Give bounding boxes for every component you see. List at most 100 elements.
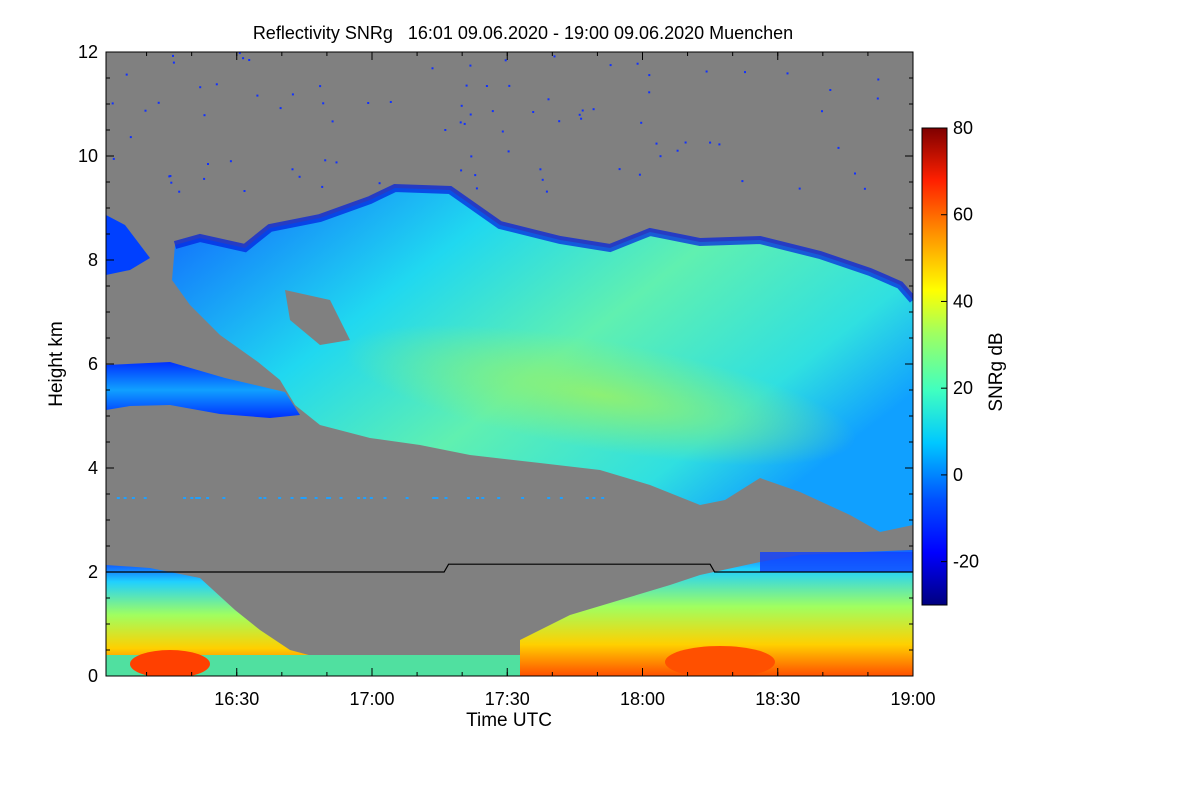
- noise-dot: [434, 497, 438, 499]
- noise-dot: [507, 150, 510, 153]
- noise-dot: [539, 168, 542, 171]
- y-tick-label: 0: [88, 666, 98, 686]
- noise-dot: [319, 85, 322, 88]
- noise-dot: [640, 121, 643, 124]
- cloud-left-layer: [106, 362, 300, 418]
- noise-dot: [290, 497, 294, 499]
- noise-dot: [532, 111, 535, 113]
- noise-dot: [545, 190, 548, 193]
- noise-dot: [243, 190, 246, 192]
- noise-dot: [183, 497, 187, 499]
- noise-dot: [215, 83, 218, 86]
- noise-dot: [709, 141, 712, 144]
- noise-dot: [659, 155, 662, 158]
- y-tick-label: 10: [78, 146, 98, 166]
- noise-dot: [829, 89, 832, 91]
- hot-spot-left: [130, 650, 210, 676]
- cloud-gap: [285, 290, 350, 345]
- noise-dot: [279, 107, 282, 110]
- noise-dot: [558, 120, 561, 123]
- noise-dot: [474, 174, 477, 177]
- noise-dot: [203, 177, 206, 180]
- noise-dot: [744, 71, 746, 74]
- y-axis-label: Height km: [46, 321, 67, 407]
- x-tick-label: 17:00: [349, 689, 394, 709]
- noise-dot: [585, 497, 589, 499]
- noise-dot: [170, 181, 173, 184]
- noise-dot: [798, 187, 801, 190]
- cloud-fringe: [173, 183, 913, 303]
- noise-dot: [491, 110, 494, 113]
- noise-dot: [541, 178, 544, 181]
- noise-dot: [405, 497, 409, 499]
- noise-dot: [389, 101, 392, 103]
- noise-dot: [648, 91, 651, 94]
- noise-dot: [263, 497, 267, 499]
- noise-dot: [229, 160, 232, 163]
- colorbar-tick-label: 20: [953, 378, 973, 398]
- noise-dot: [157, 101, 160, 104]
- noise-dot: [592, 108, 595, 111]
- noise-dot: [378, 182, 381, 185]
- noise-dot: [321, 185, 324, 188]
- y-tick-label: 8: [88, 250, 98, 270]
- noise-dot: [460, 104, 463, 107]
- noise-dot: [821, 110, 823, 113]
- noise-dot: [357, 497, 361, 499]
- colorbar-axis: -20 0 20 40 60 80: [941, 118, 979, 572]
- y-tick-label: 2: [88, 562, 98, 582]
- cloud-top-left: [106, 215, 150, 275]
- noise-dot: [481, 497, 485, 499]
- noise-dot: [655, 142, 658, 145]
- noise-dot: [238, 52, 241, 55]
- noise-dot: [125, 73, 128, 76]
- noise-dot: [592, 497, 596, 499]
- y-tick-label: 4: [88, 458, 98, 478]
- x-tick-label: 18:30: [755, 689, 800, 709]
- noise-dot: [291, 93, 294, 96]
- noise-dot: [143, 497, 147, 499]
- x-tick-label: 18:00: [620, 689, 665, 709]
- noise-dot: [559, 497, 563, 499]
- noise-dot: [463, 122, 466, 125]
- noise-dot: [877, 78, 880, 81]
- noise-dot: [328, 497, 331, 499]
- noise-dot: [111, 102, 114, 105]
- noise-dot: [131, 497, 135, 499]
- noise-dot: [195, 497, 199, 499]
- noise-dot: [367, 102, 370, 104]
- noise-dot: [314, 497, 318, 499]
- noise-dot: [129, 136, 132, 139]
- colorbar-tick-label: -20: [953, 552, 979, 572]
- noise-dot: [112, 157, 115, 160]
- hot-spot-right: [665, 646, 775, 676]
- threshold-line: [106, 563, 913, 573]
- noise-dot: [278, 497, 282, 499]
- noise-dot: [521, 497, 525, 499]
- noise-dot: [326, 497, 330, 499]
- noise-dot: [444, 129, 447, 131]
- noise-dot: [172, 54, 174, 57]
- y-tick-label: 6: [88, 354, 98, 374]
- noise-dot: [470, 155, 473, 158]
- colorbar-tick-label: 0: [953, 465, 963, 485]
- noise-dot: [178, 190, 181, 193]
- colorbar-tick-label: 80: [953, 118, 973, 138]
- noise-dot: [578, 113, 581, 116]
- noise-dot: [553, 55, 556, 58]
- noise-dot: [169, 175, 172, 177]
- noise-dot: [863, 187, 866, 190]
- noise-dot: [432, 497, 436, 499]
- y-tick-label: 12: [78, 42, 98, 62]
- noise-dot: [469, 113, 472, 116]
- noise-dot: [601, 497, 605, 499]
- colorbar-label: SNRg dB: [986, 332, 1007, 411]
- noise-dot: [460, 169, 463, 172]
- boundary-layer-right: [520, 550, 913, 676]
- noise-dot: [383, 497, 387, 499]
- noise-dot: [369, 497, 373, 499]
- y-axis: 0 2 4 6 8 10 12: [78, 42, 913, 686]
- noise-dot: [172, 61, 175, 64]
- noise-dot: [476, 497, 479, 499]
- noise-dot: [648, 74, 651, 77]
